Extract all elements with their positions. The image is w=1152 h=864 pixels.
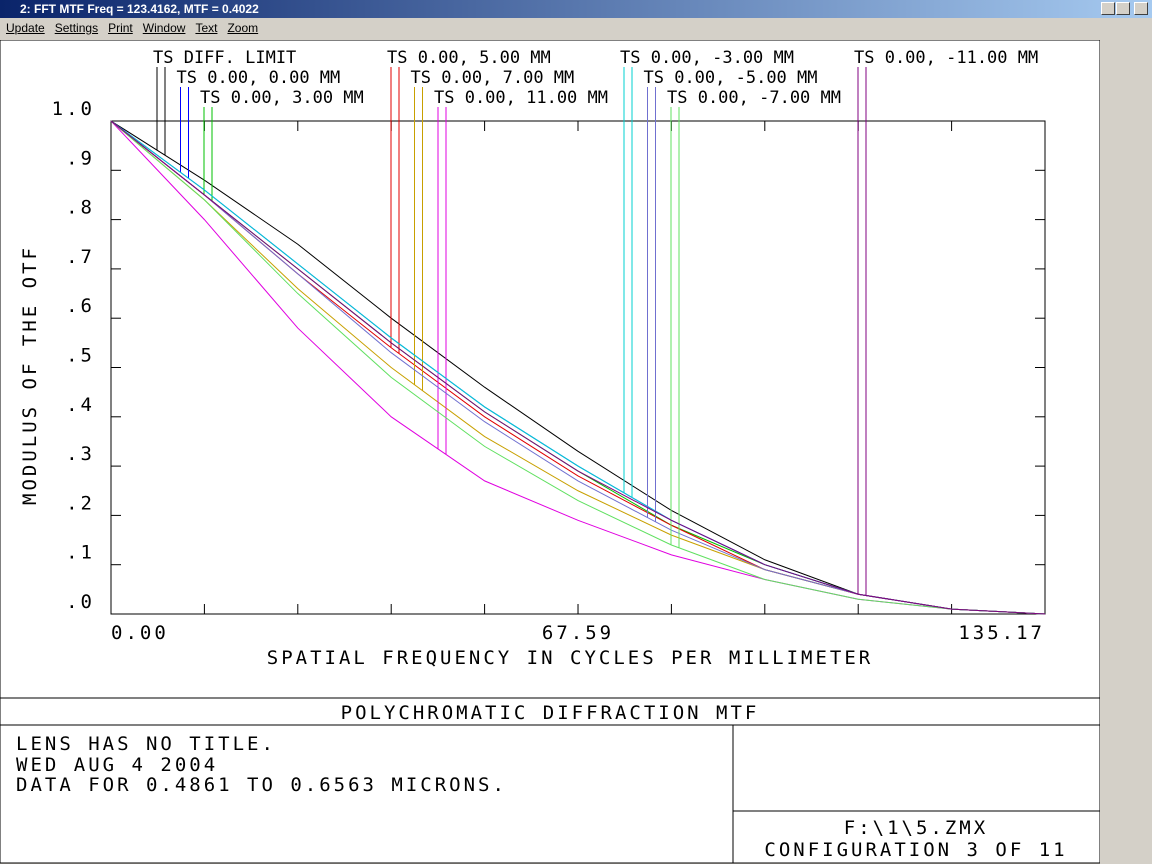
- footer-line: WED AUG 4 2004: [16, 754, 218, 776]
- x-tick-label: 67.59: [542, 622, 614, 644]
- footer-line: DATA FOR 0.4861 TO 0.6563 MICRONS.: [16, 774, 507, 796]
- file-name: F:\1\5.ZMX: [844, 817, 988, 839]
- window-title: 2: FFT MTF Freq = 123.4162, MTF = 0.4022: [20, 2, 259, 16]
- legend-label: TS 0.00, -5.00 MM: [644, 68, 818, 88]
- legend-label: TS 0.00, 7.00 MM: [411, 68, 575, 88]
- minimize-button[interactable]: [1101, 2, 1115, 15]
- footer-title: POLYCHROMATIC DIFFRACTION MTF: [341, 702, 760, 724]
- menu-item[interactable]: Zoom: [227, 21, 259, 35]
- x-tick-label: 135.17: [958, 622, 1045, 644]
- legend-label: TS 0.00, -7.00 MM: [667, 88, 841, 108]
- legend-label: TS 0.00, 11.00 MM: [434, 88, 608, 108]
- x-axis-label: SPATIAL FREQUENCY IN CYCLES PER MILLIMET…: [267, 647, 873, 669]
- menu-item[interactable]: Text: [195, 21, 218, 35]
- plot-window: [0, 40, 1100, 864]
- y-tick-label: .1: [66, 542, 95, 564]
- legend-label: TS 0.00, 3.00 MM: [200, 88, 364, 108]
- close-button[interactable]: [1134, 2, 1148, 15]
- mtf-curve: [110, 120, 1046, 615]
- footer-line: LENS HAS NO TITLE.: [16, 733, 276, 755]
- y-tick-label: .0: [66, 591, 95, 613]
- y-axis-label: MODULUS OF THE OTF: [19, 245, 41, 505]
- mtf-curve: [110, 120, 1046, 615]
- menu-item[interactable]: Update: [6, 21, 45, 35]
- x-tick-label: 0.00: [111, 622, 169, 644]
- y-tick-label: .8: [66, 197, 95, 219]
- configuration: CONFIGURATION 3 OF 11: [764, 839, 1067, 861]
- y-tick-label: .3: [66, 443, 95, 465]
- maximize-button[interactable]: [1116, 2, 1130, 15]
- legend-label: TS 0.00, -11.00 MM: [854, 48, 1038, 68]
- y-tick-label: .4: [66, 394, 95, 416]
- legend-label: TS 0.00, 0.00 MM: [177, 68, 341, 88]
- legend-label: TS 0.00, 5.00 MM: [387, 48, 551, 68]
- y-tick-label: .2: [66, 492, 95, 514]
- menu-item[interactable]: Settings: [54, 21, 99, 35]
- legend-label: TS DIFF. LIMIT: [153, 48, 296, 68]
- chart: POLYCHROMATIC DIFFRACTION MTF LENS HAS N…: [0, 40, 1100, 864]
- menu-item[interactable]: Window: [142, 21, 186, 35]
- menu-bar: Update Settings Print Window Text Zoom: [0, 18, 1152, 38]
- legend-label: TS 0.00, -3.00 MM: [620, 48, 794, 68]
- y-tick-label: .7: [66, 246, 95, 268]
- y-tick-label: 1.0: [52, 98, 95, 120]
- y-tick-label: .5: [66, 345, 95, 367]
- title-bar: 2: FFT MTF Freq = 123.4162, MTF = 0.4022: [0, 0, 1152, 18]
- menu-item[interactable]: Print: [108, 21, 133, 35]
- y-tick-label: .9: [66, 147, 95, 169]
- y-tick-label: .6: [66, 295, 95, 317]
